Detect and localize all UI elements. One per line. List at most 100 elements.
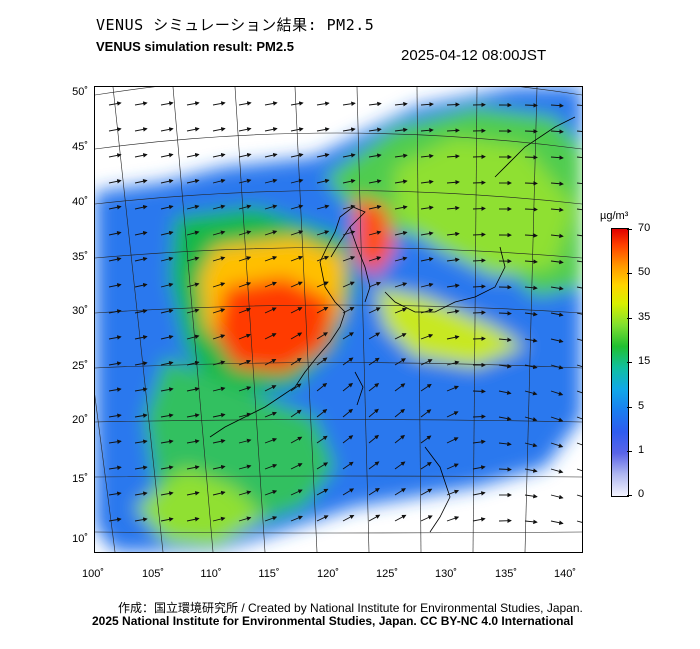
wind-arrow: [290, 357, 302, 366]
wind-arrow: [212, 282, 226, 288]
wind-arrow: [472, 491, 486, 496]
wind-arrow: [186, 334, 200, 340]
wind-arrow: [446, 489, 460, 496]
wind-arrow: [238, 464, 252, 470]
wind-arrow: [420, 179, 434, 185]
wind-arrow: [264, 178, 278, 184]
wind-arrow: [394, 434, 406, 444]
wind-arrow: [342, 127, 356, 132]
wind-arrow: [576, 364, 582, 368]
colorbar-unit: µg/m³: [600, 210, 629, 222]
wind-arrow: [472, 389, 486, 394]
wind-arrow: [550, 286, 564, 291]
wind-arrow: [264, 101, 278, 106]
wind-arrow: [160, 361, 174, 366]
wind-arrow: [524, 338, 538, 343]
wind-arrow: [524, 519, 538, 525]
wind-arrow: [550, 233, 564, 239]
wind-arrow: [420, 205, 434, 210]
colorbar-tick: [627, 362, 632, 363]
wind-arrow: [290, 307, 303, 314]
wind-arrow: [134, 361, 148, 366]
wind-arrow: [576, 520, 582, 523]
lon-label: 140˚: [553, 568, 577, 580]
wind-arrow: [108, 439, 122, 444]
wind-arrow: [420, 127, 434, 133]
wind-arrow: [498, 390, 512, 395]
wind-arrow: [524, 442, 538, 448]
wind-arrow: [472, 284, 486, 289]
wind-arrow: [368, 461, 380, 470]
wind-arrow: [290, 101, 304, 106]
colorbar-tick: [627, 273, 632, 274]
wind-arrow: [394, 205, 408, 210]
page-title-jp: VENUS シミュレーション結果: PM2.5: [96, 16, 375, 34]
wind-arrow: [524, 129, 538, 134]
wind-arrow: [524, 259, 538, 264]
wind-arrow: [186, 101, 200, 106]
wind-arrow: [134, 282, 148, 288]
wind-arrow: [576, 260, 582, 263]
wind-arrow: [342, 488, 355, 496]
wind-arrow: [108, 465, 122, 470]
wind-arrow: [290, 332, 303, 340]
wind-arrow: [238, 412, 252, 418]
wind-arrow: [420, 515, 433, 522]
wind-arrow: [342, 435, 354, 444]
wind-arrow: [368, 230, 382, 236]
wind-arrow: [420, 435, 432, 444]
wind-arrow: [186, 152, 200, 158]
wind-arrow: [576, 416, 582, 420]
lat-label: 30˚: [72, 305, 88, 317]
wind-arrow: [160, 127, 174, 132]
wind-arrow: [108, 231, 122, 236]
wind-arrow: [446, 205, 460, 211]
wind-arrow: [290, 152, 304, 158]
wind-arrow: [160, 465, 174, 470]
wind-arrow: [446, 180, 460, 185]
wind-arrow: [134, 101, 148, 106]
wind-arrow: [446, 411, 459, 418]
wind-arrow: [316, 153, 330, 158]
wind-arrow: [160, 178, 174, 184]
wind-arrow: [472, 206, 486, 211]
wind-arrow: [290, 127, 304, 132]
wind-arrow: [576, 156, 582, 158]
wind-arrow: [264, 333, 277, 340]
wind-arrow: [446, 128, 460, 133]
wind-arrow: [420, 409, 432, 418]
colorbar-label: 0: [638, 488, 645, 500]
wind-arrow: [238, 359, 252, 366]
wind-arrow: [524, 311, 538, 317]
wind-arrow: [446, 231, 460, 237]
lon-label: 110˚: [200, 568, 222, 580]
wind-arrow: [238, 490, 252, 496]
wind-arrow: [134, 335, 148, 340]
colorbar-tick: [627, 229, 632, 230]
wind-arrow: [160, 413, 174, 418]
page-title-en: VENUS simulation result: PM2.5: [96, 39, 294, 54]
wind-arrow: [212, 386, 226, 392]
wind-arrow: [576, 442, 582, 446]
wind-arrow: [446, 257, 460, 263]
wind-arrow: [316, 101, 330, 106]
wind-arrow: [186, 491, 200, 496]
wind-arrow: [212, 334, 226, 340]
wind-arrow: [550, 468, 564, 474]
wind-arrow: [238, 438, 252, 444]
wind-arrow: [238, 204, 252, 210]
wind-arrow: [524, 493, 538, 499]
wind-arrow: [212, 490, 226, 496]
wind-arrow: [498, 337, 512, 343]
wind-arrow: [420, 282, 434, 288]
wind-arrow: [160, 256, 174, 262]
wind-arrow: [394, 333, 407, 340]
lat-label: 35˚: [72, 251, 88, 263]
wind-arrow: [186, 230, 200, 236]
wind-arrow: [212, 413, 226, 418]
wind-arrow: [238, 101, 252, 106]
wind-arrow: [316, 515, 329, 522]
wind-arrow: [576, 286, 582, 289]
wind-arrow: [472, 180, 486, 185]
wind-arrow: [264, 358, 277, 366]
